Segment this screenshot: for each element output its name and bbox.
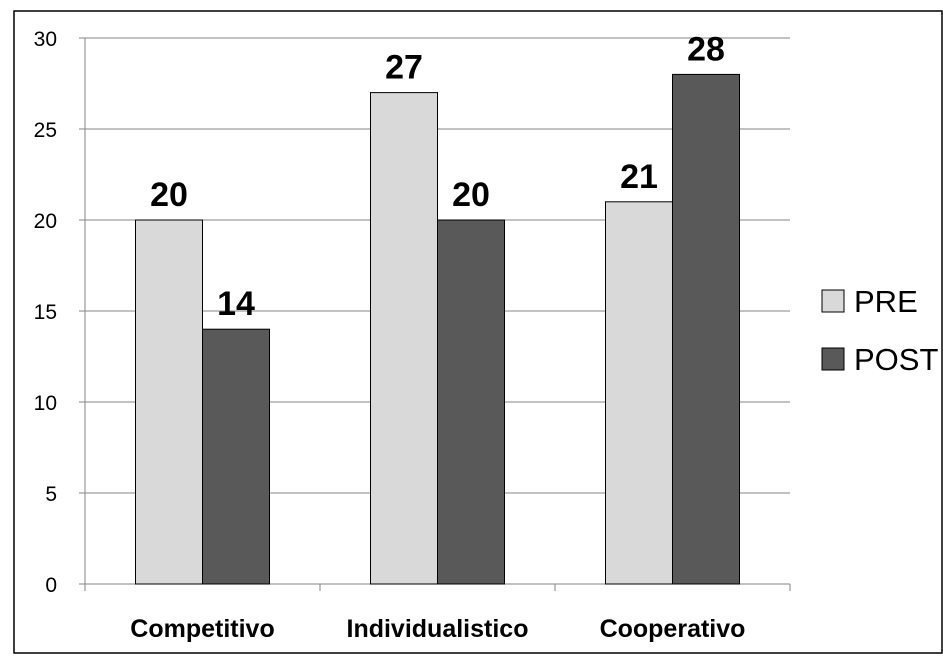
y-tick-label: 0 [45, 574, 57, 597]
y-axis: 0 5 10 15 20 25 30 [34, 28, 86, 597]
bar-post [437, 219, 505, 585]
data-label: 20 [150, 176, 188, 214]
data-label: 27 [385, 49, 423, 87]
x-tick-label: Competitivo [130, 615, 274, 643]
x-axis: Competitivo Individualistico Cooperativo [84, 583, 791, 643]
data-labels: 20 27 21 14 20 28 [150, 30, 725, 323]
legend-swatch-pre [821, 289, 845, 313]
legend-label-pre: PRE [854, 284, 918, 319]
bar-pre [370, 92, 438, 585]
data-label: 14 [217, 285, 255, 323]
y-tick-label: 15 [34, 301, 57, 324]
y-tick-label: 5 [45, 483, 57, 506]
y-tick-label: 25 [34, 119, 57, 142]
bars [135, 73, 740, 585]
legend: PRE POST [821, 284, 938, 377]
bar-post [202, 328, 270, 585]
y-tick-label: 10 [34, 392, 57, 415]
legend-swatch-post [821, 347, 845, 371]
bar-pre [135, 219, 203, 585]
bar-pre [605, 201, 673, 585]
data-label: 21 [620, 158, 658, 196]
data-label: 20 [452, 176, 490, 214]
data-label: 28 [687, 30, 725, 68]
legend-label-post: POST [854, 342, 938, 377]
bar-post [672, 73, 740, 585]
x-tick-label: Individualistico [347, 615, 529, 643]
x-tick-label: Cooperativo [600, 615, 746, 643]
y-tick-label: 20 [34, 210, 57, 233]
y-tick-label: 30 [34, 28, 57, 51]
